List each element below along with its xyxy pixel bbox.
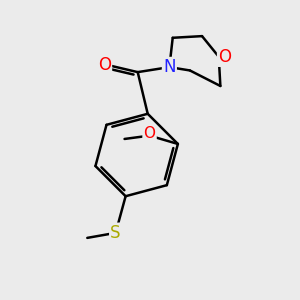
Text: S: S bbox=[110, 224, 121, 242]
Text: O: O bbox=[218, 48, 231, 66]
Text: O: O bbox=[98, 56, 111, 74]
Text: N: N bbox=[163, 58, 176, 76]
Text: O: O bbox=[143, 127, 155, 142]
